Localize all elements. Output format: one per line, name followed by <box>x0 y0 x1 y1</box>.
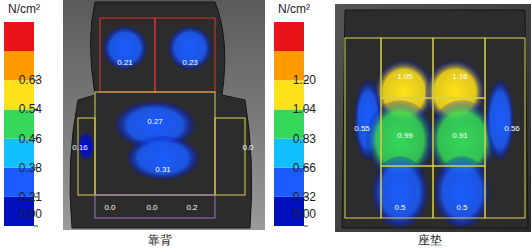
colorbar-block <box>274 22 304 51</box>
zone-value: 0.56 <box>504 124 520 133</box>
zone-value: 0.16 <box>72 143 88 152</box>
colorbar-tick <box>304 226 308 227</box>
colorbar-tick-label: 0.00 <box>19 207 43 221</box>
zone-box <box>381 98 433 166</box>
zone-value: 1.16 <box>452 72 468 81</box>
colorbar-tick-label: 0.00 <box>293 207 317 221</box>
colorbar-tick-label: 0.66 <box>293 161 317 175</box>
zone-value: 1.05 <box>397 72 413 81</box>
zone-value: 0.91 <box>452 131 468 140</box>
pressure-blob <box>127 136 199 180</box>
zone-box <box>78 118 95 195</box>
pressure-blob <box>434 156 490 228</box>
zone-value: 0.55 <box>354 124 370 133</box>
zone-value: 0.99 <box>397 131 413 140</box>
figure: N/cm² 0.00 0.21 0.38 0.46 0.54 0.63 0.21 0.23 0.2… <box>0 0 532 248</box>
zone-box <box>215 118 245 195</box>
zone-box <box>100 18 155 92</box>
colorbar-tick-label: 1.04 <box>293 102 317 116</box>
colorbar-tick-label: 0.21 <box>19 190 43 204</box>
zone-value: 0.23 <box>182 58 198 67</box>
pressure-blob <box>372 156 428 228</box>
pressure-blob <box>168 26 212 70</box>
caption: 靠背 <box>148 233 172 247</box>
pressure-blob <box>103 26 147 70</box>
zone-value: 0.27 <box>147 117 163 126</box>
panel: N/cm² 0.00 0.21 0.38 0.46 0.54 0.63 0.21 0.23 0.2… <box>4 0 265 247</box>
zone-box <box>433 98 485 166</box>
colorbar-block <box>4 22 34 51</box>
zone-value: 0.0 <box>104 203 116 212</box>
colorbar-tick-label: 1.20 <box>293 73 317 87</box>
zone-value: 0.0 <box>146 203 158 212</box>
seat <box>70 2 252 228</box>
photo <box>335 4 531 232</box>
pressure-blob <box>486 80 514 160</box>
zone-box <box>433 166 485 218</box>
colorbar-tick-label: 0.32 <box>293 190 317 204</box>
zone-value: 0.2 <box>186 203 198 212</box>
zone-value: 0.0 <box>242 143 254 152</box>
colorbar-tick-label: 0.83 <box>293 132 317 146</box>
colorbar-tick <box>34 226 38 227</box>
zone-value: 0.5 <box>394 203 406 212</box>
panel: N/cm² 0.00 0.32 0.66 0.83 1.04 1.20 1.05 1.16 0.5… <box>274 2 531 247</box>
caption: 座垫 <box>418 233 442 247</box>
zone-box <box>433 38 485 98</box>
zone-box <box>95 92 215 195</box>
colorbar-label: N/cm² <box>8 2 40 16</box>
zone-value: 0.31 <box>155 165 171 174</box>
colorbar-tick-label: 0.38 <box>19 161 43 175</box>
colorbar-tick-label: 0.63 <box>19 73 43 87</box>
zone-box <box>485 38 525 218</box>
seat <box>342 10 528 228</box>
zone-box <box>381 166 433 218</box>
zone-value: 0.21 <box>117 58 133 67</box>
zone-box <box>155 18 215 92</box>
colorbar-tick-label: 0.46 <box>19 132 43 146</box>
colorbar-label: N/cm² <box>278 2 310 16</box>
zone-box <box>381 38 433 98</box>
zone-value: 0.5 <box>456 203 468 212</box>
colorbar-tick-label: 0.54 <box>19 102 43 116</box>
zone-box <box>95 195 215 218</box>
photo <box>63 0 265 230</box>
zone-box <box>345 38 381 218</box>
